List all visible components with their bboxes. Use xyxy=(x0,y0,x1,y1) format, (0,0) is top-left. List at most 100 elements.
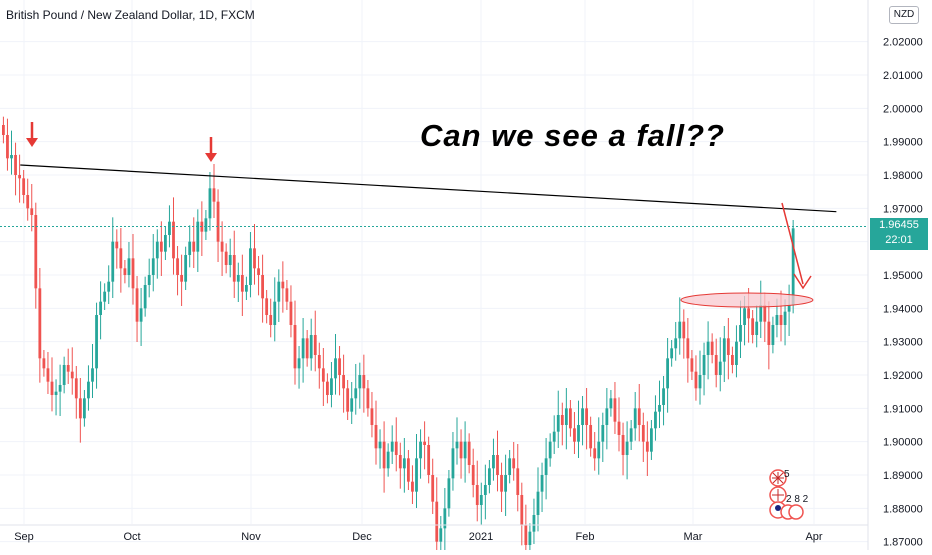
candle xyxy=(621,422,625,476)
candle-body xyxy=(240,275,244,292)
projection-arrow[interactable] xyxy=(781,202,812,290)
candle xyxy=(42,350,46,377)
candle xyxy=(475,460,479,522)
candle xyxy=(147,258,151,298)
candle-body xyxy=(362,375,366,389)
y-tick-label: 2.00000 xyxy=(883,103,923,115)
candle-body xyxy=(694,371,698,389)
candle xyxy=(164,226,167,260)
candle xyxy=(188,225,192,268)
candle-body xyxy=(180,275,183,282)
candle-body xyxy=(686,338,690,359)
candle-body xyxy=(261,275,264,299)
candle xyxy=(524,504,528,555)
candle xyxy=(261,254,264,323)
price-axis[interactable]: 2.02000 2.01000 2.00000 1.99000 1.98000 1.970… xyxy=(883,37,923,549)
candle-body xyxy=(366,388,370,409)
event-markers[interactable]: 5 2 8 2 xyxy=(768,468,818,525)
candle xyxy=(492,438,495,481)
candle xyxy=(483,464,487,520)
candle xyxy=(83,390,86,427)
candle xyxy=(277,269,281,322)
candle xyxy=(455,417,459,465)
candle-body xyxy=(467,441,471,465)
candle xyxy=(34,202,38,309)
candle-body xyxy=(208,188,212,219)
candle xyxy=(180,254,183,306)
candle-body xyxy=(309,335,313,359)
candle-body xyxy=(131,258,135,289)
candle-body xyxy=(46,368,50,382)
candle-body xyxy=(168,221,171,235)
down-arrow-marker-2[interactable] xyxy=(205,137,217,162)
candle-body xyxy=(91,368,94,382)
candle-body xyxy=(771,325,775,345)
candle-body xyxy=(26,195,30,209)
candle-body xyxy=(42,358,46,369)
candle xyxy=(212,164,216,218)
candle xyxy=(504,454,507,516)
candle xyxy=(62,356,66,394)
annotation-text[interactable]: Can we see a fall?? xyxy=(420,118,725,153)
candle-body xyxy=(50,381,54,395)
candle-body xyxy=(589,425,593,449)
candle xyxy=(14,142,17,196)
candle-body xyxy=(439,528,443,542)
y-tick-label: 2.01000 xyxy=(883,70,923,82)
candle xyxy=(662,376,665,426)
candle xyxy=(330,362,333,408)
candle xyxy=(58,364,62,416)
y-tick-label: 1.93000 xyxy=(883,337,923,349)
candle xyxy=(698,350,702,405)
candle xyxy=(597,417,601,475)
candle-body xyxy=(597,441,601,459)
y-tick-label: 1.92000 xyxy=(883,370,923,382)
time-axis[interactable]: Sep Oct Nov Dec 2021 Feb Mar Apr xyxy=(0,524,868,543)
candle-body xyxy=(147,275,151,285)
candles xyxy=(2,116,795,555)
candle-body xyxy=(451,448,455,479)
event-flags-icon[interactable] xyxy=(768,468,818,522)
candle xyxy=(585,388,588,450)
candle xyxy=(641,412,645,462)
candle xyxy=(196,209,200,272)
y-tick-label: 1.97000 xyxy=(883,203,923,215)
candle xyxy=(390,425,394,464)
candle-body xyxy=(540,475,544,492)
candle-body xyxy=(378,441,382,449)
candle-body xyxy=(548,441,552,459)
candle xyxy=(362,354,366,413)
candle xyxy=(326,373,329,404)
candle-body xyxy=(330,378,333,395)
candle xyxy=(508,450,512,484)
candle-body xyxy=(791,228,795,305)
candle xyxy=(382,421,386,493)
candle xyxy=(654,395,657,441)
candle xyxy=(309,318,313,371)
candle-body xyxy=(58,385,62,392)
target-zone-ellipse[interactable] xyxy=(680,292,814,308)
drawing-arrows[interactable] xyxy=(26,122,812,290)
candle xyxy=(184,246,188,290)
candle xyxy=(751,310,755,344)
candle-body xyxy=(346,388,350,412)
candle-body xyxy=(666,358,669,389)
candle-body xyxy=(573,428,576,442)
candle xyxy=(601,412,605,462)
candle xyxy=(670,340,674,367)
candle-body xyxy=(277,281,281,302)
candle xyxy=(172,197,175,275)
candle xyxy=(690,350,694,380)
candle-body xyxy=(625,441,629,455)
candle xyxy=(787,284,791,336)
currency-badge[interactable]: NZD xyxy=(889,6,919,24)
down-arrow-marker-1[interactable] xyxy=(26,122,38,147)
y-tick-label: 1.91000 xyxy=(883,403,923,415)
candle xyxy=(783,299,787,346)
candle xyxy=(682,309,686,359)
candle-body xyxy=(492,455,495,469)
candle xyxy=(471,448,475,498)
trendline[interactable] xyxy=(20,164,837,213)
